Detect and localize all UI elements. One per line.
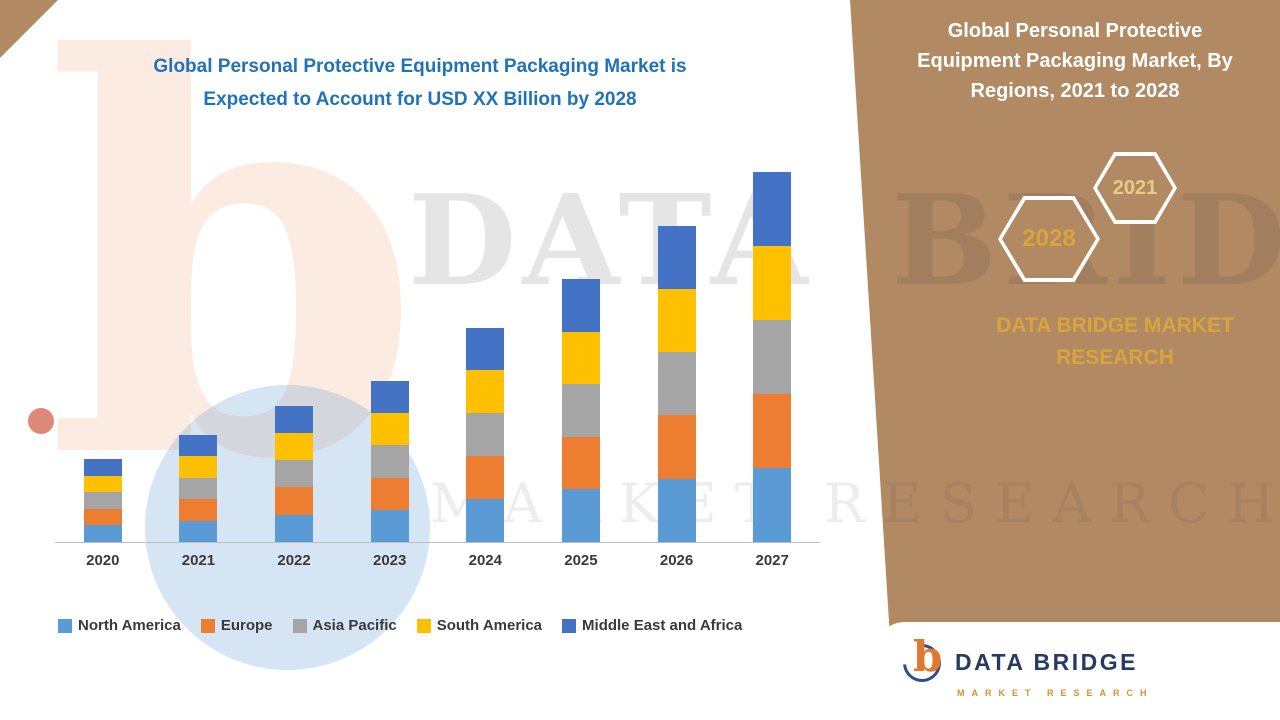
legend-label: Middle East and Africa [582,617,743,634]
legend-swatch [58,618,72,633]
bar-column-2021 [151,435,246,542]
x-axis-label-2021: 2021 [181,552,216,569]
bar-column-2023 [342,381,437,542]
logo-b-glyph: b [913,632,943,681]
x-axis-label-2023: 2023 [373,552,407,569]
bar-segment-middle-east-and-africa [370,381,409,414]
chart-title-line1: Global Personal Protective Equipment Pac… [153,56,687,77]
bar-segment-asia-pacific [561,384,600,437]
bar-segment-europe [370,477,409,510]
bar-column-2022 [247,405,342,542]
bar-segment-asia-pacific [466,413,505,457]
side-panel: Global Personal Protective Equipment Pac… [850,0,1280,720]
bar-segment-asia-pacific [179,477,218,500]
bar-segment-north-america [753,467,792,542]
bar-segment-middle-east-and-africa [466,327,505,371]
legend-item-asia-pacific: Asia Pacific [292,617,397,634]
legend-item-middle-east-and-africa: Middle East and Africa [562,617,742,634]
hexagon-2021: 2021 [1093,152,1177,224]
bar-segment-north-america [466,499,505,542]
footer-logo-subtext: MARKET RESEARCH [957,688,1154,698]
bar-segment-asia-pacific [753,319,792,394]
bar-column-2020 [55,459,150,542]
bar-segment-middle-east-and-africa [657,225,696,289]
data-bridge-logo-icon: b [895,636,949,690]
corner-accent-triangle [0,0,58,58]
side-panel-background [850,0,1280,720]
legend-swatch [416,618,431,633]
bar-segment-europe [275,487,314,515]
bar-segment-middle-east-and-africa [753,171,792,246]
bar-segment-europe [83,508,122,526]
footer-logo-box: b DATA BRIDGE MARKET RESEARCH [875,622,1280,720]
bar-segment-north-america [275,514,314,542]
bar-segment-middle-east-and-africa [561,279,600,332]
bar-segment-north-america [370,509,409,542]
x-axis-label-2024: 2024 [468,552,502,569]
hexagon-2021-label: 2021 [1112,176,1158,199]
legend-label: Asia Pacific [312,617,397,634]
legend-label: North America [78,617,181,634]
bar-column-2026 [629,225,724,542]
legend-item-north-america: North America [58,617,181,634]
x-axis-label-2020: 2020 [86,552,120,569]
bar-column-2027 [725,171,820,542]
x-axis-label-2022: 2022 [277,552,311,569]
legend-swatch [562,618,577,633]
bar-segment-asia-pacific [657,352,696,416]
bar-segment-middle-east-and-africa [179,435,218,457]
bar-segment-middle-east-and-africa [83,459,122,476]
bar-segment-asia-pacific [83,492,122,509]
legend-swatch [200,618,215,633]
x-axis-label-2027: 2027 [755,552,789,569]
bar-segment-europe [657,415,696,479]
legend-item-europe: Europe [200,617,273,634]
stacked-bar-chart: 2020 2021 2022 2023 2024 2025 2026 2027 [55,162,820,569]
chart-title: Global Personal Protective Equipment Pac… [90,50,750,117]
legend-item-south-america: South America [416,617,543,634]
chart-legend: North America Europe Asia Pacific South Ame… [58,617,742,634]
bar-segment-asia-pacific [370,445,409,478]
bar-segment-europe [753,393,792,468]
bar-segment-south-america [275,432,314,461]
hexagon-2028-label: 2028 [1022,225,1076,252]
bar-segment-asia-pacific [275,460,314,488]
bar-segment-south-america [370,413,409,446]
bar-segment-north-america [83,525,122,542]
chart-title-line2: Expected to Account for USD XX Billion b… [203,89,637,111]
legend-label: South America [436,617,543,634]
bar-segment-south-america [466,370,505,414]
bar-column-2025 [533,279,628,542]
bar-segment-north-america [179,520,218,542]
side-panel-brand-text: DATA BRIDGE MARKET RESEARCH [996,314,1234,369]
bar-segment-south-america [657,288,696,353]
bar-segment-south-america [179,456,218,478]
watermark-logo-dot [28,408,54,434]
x-axis-label-2026: 2026 [659,552,694,569]
bar-segment-south-america [753,245,792,320]
x-axis-label-2025: 2025 [564,552,598,569]
side-panel-title: Global Personal Protective Equipment Pac… [917,20,1233,102]
bar-segment-north-america [561,489,600,542]
bar-segment-north-america [657,478,696,542]
bar-segment-europe [179,499,218,521]
bar-segment-middle-east-and-africa [275,405,314,433]
bar-segment-south-america [561,331,600,385]
chart-plot-area [55,162,820,543]
legend-swatch [292,618,307,633]
bar-segment-europe [561,436,600,490]
hexagon-2028: 2028 [998,196,1100,282]
bar-segment-south-america [83,475,122,493]
chart-x-axis-labels: 2020 2021 2022 2023 2024 2025 2026 2027 [55,552,820,569]
bar-column-2024 [438,327,533,542]
legend-label: Europe [220,617,273,634]
footer-logo-wordmark: DATA BRIDGE [955,648,1138,675]
bar-segment-europe [466,456,505,500]
